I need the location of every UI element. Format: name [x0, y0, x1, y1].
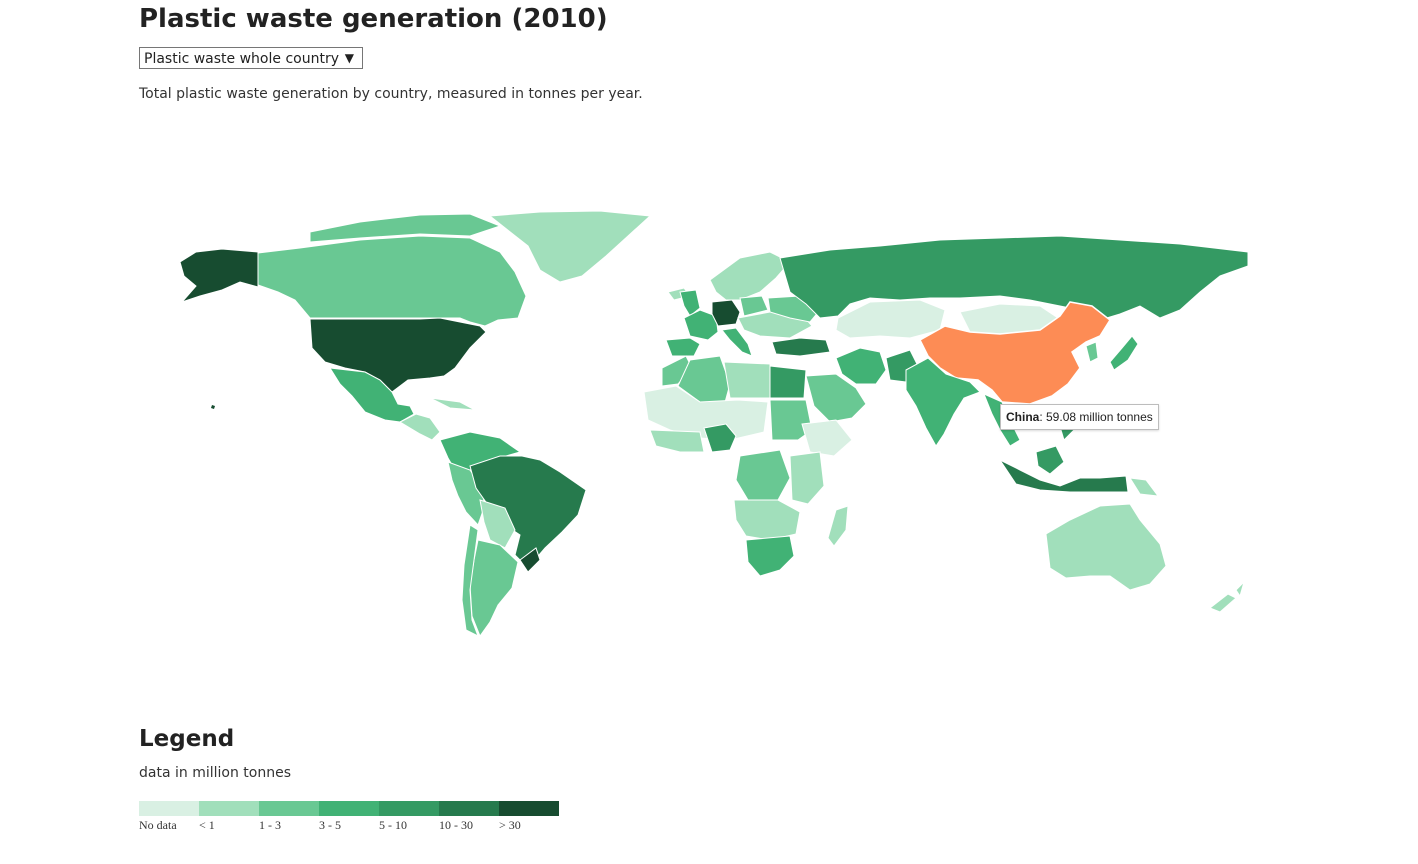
legend-label: 3 - 5 [319, 818, 341, 832]
country-japan[interactable] [1109, 335, 1139, 371]
country-egypt[interactable] [769, 365, 807, 399]
country-saudi-arabia[interactable] [805, 373, 867, 423]
legend-swatch-3-5 [319, 801, 379, 816]
country-central-america[interactable] [398, 413, 441, 441]
country-kazakhstan[interactable] [835, 299, 946, 339]
legend-swatch-10-30 [439, 801, 499, 816]
country-west-africa[interactable] [649, 429, 705, 453]
legend-label: < 1 [199, 818, 215, 832]
map-description: Total plastic waste generation by countr… [139, 86, 643, 102]
country-turkey[interactable] [771, 337, 831, 357]
country-scandinavia[interactable] [709, 251, 791, 301]
country-east-africa[interactable] [789, 451, 825, 505]
country-nigeria[interactable] [703, 423, 737, 453]
country-canada-arctic[interactable] [309, 213, 502, 243]
country-india[interactable] [905, 357, 981, 447]
country-greenland[interactable] [488, 210, 652, 283]
legend-label: 5 - 10 [379, 818, 407, 832]
country-congo[interactable] [735, 449, 791, 501]
country-iran[interactable] [835, 347, 887, 385]
legend-swatch-gt-30 [499, 801, 559, 816]
country-uruguay[interactable] [519, 547, 541, 573]
country-chile[interactable] [461, 524, 479, 638]
legend-label: No data [139, 818, 177, 832]
dataset-select[interactable]: Plastic waste whole country ▼ [139, 47, 363, 69]
country-spain[interactable] [665, 337, 701, 357]
legend-swatch-5-10 [379, 801, 439, 816]
country-new-zealand[interactable] [1209, 580, 1246, 613]
country-libya[interactable] [723, 361, 771, 399]
tooltip-country-name: China [1006, 410, 1040, 424]
country-mexico[interactable] [329, 367, 415, 423]
country-borneo[interactable] [1035, 445, 1065, 475]
legend-label: > 30 [499, 818, 521, 832]
legend-labels: No data < 1 1 - 3 3 - 5 5 - 10 10 - 30 >… [139, 818, 559, 833]
country-ethiopia[interactable] [801, 419, 853, 457]
country-tooltip: China: 59.08 million tonnes [1000, 404, 1159, 430]
legend-title: Legend [139, 726, 235, 752]
country-russia[interactable] [779, 235, 1249, 321]
country-korea[interactable] [1085, 341, 1099, 363]
country-china[interactable] [919, 301, 1111, 405]
chevron-down-icon: ▼ [344, 51, 354, 65]
country-sahel[interactable] [643, 385, 769, 441]
country-indonesia[interactable] [998, 458, 1129, 493]
legend-label: 1 - 3 [259, 818, 281, 832]
country-canada[interactable] [257, 235, 527, 327]
dataset-select-value: Plastic waste whole country [144, 51, 339, 67]
country-australia[interactable] [1045, 503, 1167, 591]
country-poland[interactable] [739, 295, 769, 317]
country-bolivia-paraguay[interactable] [479, 499, 516, 549]
country-italy[interactable] [721, 327, 753, 357]
legend-swatch-lt-1 [199, 801, 259, 816]
country-united-states[interactable] [309, 317, 487, 393]
legend-swatch-no-data [139, 801, 199, 816]
country-south-africa[interactable] [745, 535, 795, 577]
country-hawaii [211, 405, 215, 409]
country-southern-africa[interactable] [733, 499, 801, 541]
legend-swatch-1-3 [259, 801, 319, 816]
country-argentina[interactable] [469, 539, 519, 638]
country-france[interactable] [683, 309, 719, 341]
country-germany[interactable] [711, 299, 741, 327]
page-title: Plastic waste generation (2010) [139, 4, 608, 34]
legend-color-scale [139, 801, 559, 816]
legend-subtitle: data in million tonnes [139, 765, 291, 781]
country-madagascar[interactable] [827, 505, 849, 547]
country-cuba[interactable] [429, 397, 476, 411]
tooltip-value: : 59.08 million tonnes [1039, 410, 1153, 424]
country-alaska[interactable] [179, 248, 259, 304]
legend-label: 10 - 30 [439, 818, 473, 832]
country-papua-new-guinea[interactable] [1129, 477, 1160, 497]
